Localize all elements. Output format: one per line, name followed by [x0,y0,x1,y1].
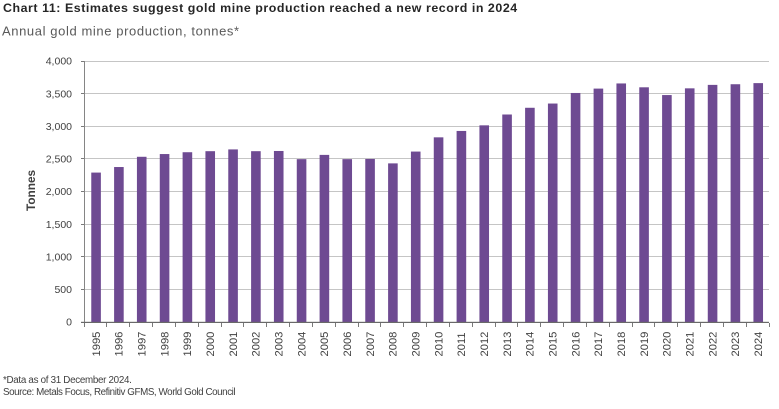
svg-text:2008: 2008 [388,332,400,357]
svg-text:Chart 11: Estimates suggest go: Chart 11: Estimates suggest gold mine pr… [3,1,518,15]
svg-text:2022: 2022 [707,332,719,357]
svg-text:500: 500 [54,284,72,296]
svg-text:0: 0 [66,317,72,329]
svg-text:2013: 2013 [502,332,514,357]
svg-text:2010: 2010 [433,332,445,357]
svg-text:Annual gold mine production, t: Annual gold mine production, tonnes* [2,24,240,39]
svg-text:2002: 2002 [251,332,263,357]
svg-text:2024: 2024 [753,332,765,357]
svg-text:2,000: 2,000 [46,186,72,198]
svg-text:1999: 1999 [182,332,194,357]
svg-text:2015: 2015 [548,332,560,357]
svg-text:1996: 1996 [114,332,126,357]
svg-text:2016: 2016 [570,332,582,357]
svg-text:1995: 1995 [91,332,103,357]
svg-text:1998: 1998 [159,332,171,357]
svg-text:4,000: 4,000 [46,56,72,68]
svg-text:2020: 2020 [662,332,674,357]
svg-text:2023: 2023 [730,332,742,357]
svg-text:2001: 2001 [228,332,240,357]
svg-text:1,000: 1,000 [46,251,72,263]
svg-text:1,500: 1,500 [46,219,72,231]
svg-text:2007: 2007 [365,332,377,357]
svg-text:2005: 2005 [319,332,331,357]
svg-text:2,500: 2,500 [46,154,72,166]
svg-text:Source: Metals Focus, Refiniti: Source: Metals Focus, Refinitiv GFMS, Wo… [3,387,235,398]
svg-text:2018: 2018 [616,332,628,357]
svg-text:*Data as of 31 December 2024.: *Data as of 31 December 2024. [3,375,132,386]
svg-text:2011: 2011 [456,332,468,356]
svg-text:3,500: 3,500 [46,88,72,100]
svg-text:2014: 2014 [525,332,537,357]
svg-text:1997: 1997 [137,332,149,357]
svg-text:2000: 2000 [205,332,217,357]
svg-text:2012: 2012 [479,332,491,357]
svg-text:2009: 2009 [411,332,423,357]
svg-text:3,000: 3,000 [46,121,72,133]
svg-text:2003: 2003 [274,332,286,357]
svg-text:2004: 2004 [296,332,308,357]
svg-text:2019: 2019 [639,332,651,357]
svg-text:2006: 2006 [342,332,354,357]
svg-text:2021: 2021 [685,332,697,357]
svg-text:Tonnes: Tonnes [24,169,38,211]
svg-text:2017: 2017 [593,332,605,357]
